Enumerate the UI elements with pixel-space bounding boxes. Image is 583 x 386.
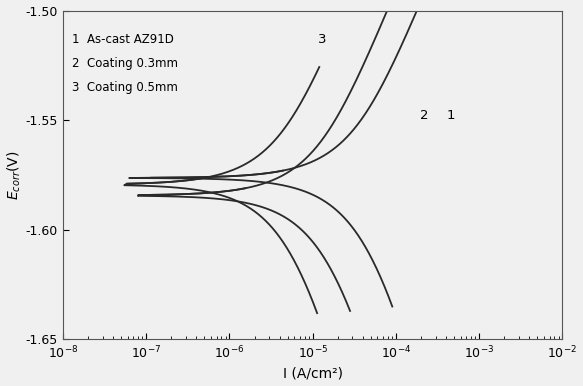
Text: 2: 2 bbox=[420, 109, 429, 122]
X-axis label: I (A/cm²): I (A/cm²) bbox=[283, 366, 343, 381]
Text: 2  Coating 0.3mm: 2 Coating 0.3mm bbox=[72, 57, 178, 70]
Text: 3: 3 bbox=[318, 32, 326, 46]
Y-axis label: $E_{corr}$(V): $E_{corr}$(V) bbox=[6, 150, 23, 200]
Text: 1: 1 bbox=[446, 109, 455, 122]
Text: 3  Coating 0.5mm: 3 Coating 0.5mm bbox=[72, 81, 178, 94]
Text: 1  As-cast AZ91D: 1 As-cast AZ91D bbox=[72, 32, 174, 46]
